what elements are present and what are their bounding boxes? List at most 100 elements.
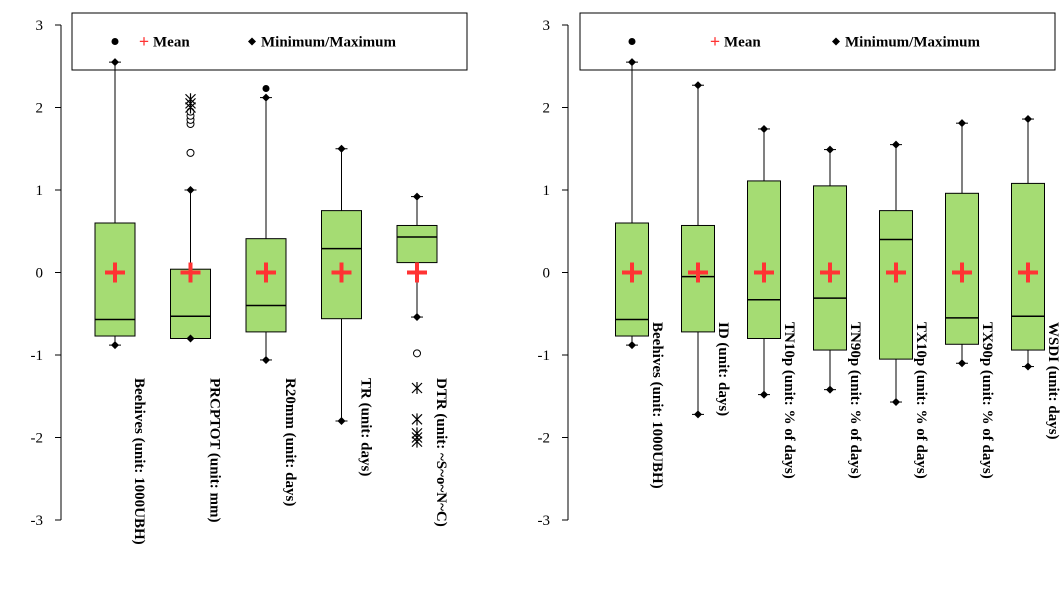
mean-marker	[180, 262, 201, 283]
minimum-marker	[760, 390, 768, 399]
legend-box	[579, 12, 1056, 71]
box-iqr	[245, 238, 287, 333]
category-label: ID (unit: days)	[715, 322, 731, 416]
box-group: TX90p (unit: % of days)	[945, 119, 995, 479]
maximum-marker	[262, 93, 270, 102]
y-tick-label: 2	[543, 101, 551, 117]
box-iqr	[879, 210, 913, 360]
box-group: TX10p (unit: % of days)	[879, 140, 929, 479]
mean-marker	[105, 262, 125, 283]
minimum-marker	[262, 355, 270, 364]
y-tick-label: -2	[538, 431, 551, 447]
outlier-point	[186, 148, 195, 157]
y-tick-label: -3	[538, 513, 551, 529]
legend-minmax-icon	[832, 37, 840, 46]
outlier-point	[411, 382, 423, 394]
outlier-point	[262, 85, 270, 93]
y-tick-label: -1	[538, 348, 551, 364]
mean-marker	[331, 262, 352, 283]
maximum-marker	[958, 119, 966, 128]
legend-mean-icon: +	[710, 32, 720, 52]
minimum-marker	[826, 385, 834, 394]
minimum-marker	[1024, 362, 1032, 371]
maximum-marker	[760, 124, 768, 133]
box-group: ID (unit: days)	[681, 81, 731, 419]
category-label: R20mm (unit: days)	[282, 378, 298, 506]
y-tick-label: -2	[31, 431, 44, 447]
category-label: DTR (unit: ~S~o~N~C)	[433, 378, 449, 527]
outlier-point	[411, 435, 423, 448]
category-label: TN10p (unit: % of days)	[781, 322, 797, 479]
category-label: TX10p (unit: % of days)	[913, 322, 929, 479]
box-group: DTR (unit: ~S~o~N~C)	[396, 192, 449, 527]
legend-mean-icon: +	[139, 32, 149, 52]
outlier-point	[628, 38, 636, 45]
mean-marker	[820, 262, 840, 283]
mean-marker	[754, 262, 774, 283]
minimum-marker	[958, 359, 966, 368]
y-tick-label: 0	[36, 266, 44, 282]
box-group: Beehives (unit: 1000UBH)	[615, 38, 665, 489]
legend-minmax-icon	[248, 37, 256, 46]
outlier-point	[185, 93, 196, 106]
category-label: TX90p (unit: % of days)	[979, 322, 995, 479]
mean-marker	[688, 262, 708, 283]
maximum-marker	[413, 192, 421, 201]
legend-minmax-label: Minimum/Maximum	[845, 35, 980, 51]
box-iqr	[813, 185, 847, 351]
legend-mean-label: Mean	[724, 35, 761, 51]
mean-marker	[1018, 262, 1038, 283]
maximum-marker	[826, 145, 834, 154]
maximum-marker	[337, 144, 346, 153]
minimum-marker	[111, 341, 119, 350]
category-label: TR (unit: days)	[358, 378, 374, 476]
y-tick-label: 2	[36, 101, 44, 117]
category-label: TN90p (unit: % of days)	[847, 322, 863, 479]
legend: + Mean Minimum/Maximum	[71, 12, 468, 71]
mean-marker	[886, 262, 906, 283]
mean-marker	[407, 262, 427, 283]
legend-mean-label: Mean	[153, 35, 190, 51]
mean-marker	[256, 262, 276, 283]
chart-panel-2: -3 -2 -1 0 1 2 3 + Mean Minimum/Maximum Beehives (…	[538, 12, 1061, 529]
y-tick-label: 0	[543, 266, 551, 282]
maximum-marker	[694, 81, 702, 90]
category-label: Beehives (unit: 1000UBH)	[131, 378, 147, 545]
mean-marker	[952, 262, 972, 283]
y-tick-label: 3	[36, 18, 44, 34]
category-label: WSDI (unit: days)	[1045, 322, 1061, 440]
box-group: TN90p (unit: % of days)	[813, 145, 863, 479]
box-group: WSDI (unit: days)	[1011, 115, 1061, 440]
minimum-marker	[694, 410, 702, 419]
box-iqr	[681, 224, 715, 333]
maximum-marker	[892, 140, 900, 149]
y-tick-label: 3	[543, 18, 551, 34]
minimum-marker	[337, 417, 346, 425]
minimum-marker	[186, 334, 195, 343]
maximum-marker	[1024, 115, 1032, 124]
box-group: TN10p (unit: % of days)	[747, 124, 797, 479]
chart-panel-1: -3 -2 -1 0 1 2 3 + Mean Minimum/Maximum Beehives (…	[31, 12, 468, 545]
box-iqr	[396, 224, 438, 264]
y-tick-label: 1	[543, 183, 551, 199]
outlier-point	[411, 413, 423, 426]
legend: + Mean Minimum/Maximum	[579, 12, 1056, 71]
y-tick-label: -3	[31, 513, 44, 529]
box-group: PRCPTOT (unit: mm)	[170, 93, 223, 522]
box-iqr	[945, 192, 979, 345]
minimum-marker	[892, 398, 900, 407]
box-group: TR (unit: days)	[321, 144, 374, 476]
category-label: PRCPTOT (unit: mm)	[207, 378, 223, 522]
maximum-marker	[628, 58, 636, 67]
outlier-point	[111, 38, 119, 45]
box-iqr	[747, 180, 781, 339]
minimum-marker	[628, 341, 636, 350]
legend-box	[71, 12, 468, 71]
legend-minmax-label: Minimum/Maximum	[261, 35, 396, 51]
box-group: Beehives (unit: 1000UBH)	[94, 38, 147, 545]
y-tick-label: -1	[31, 348, 44, 364]
minimum-marker	[413, 313, 421, 322]
mean-marker	[622, 262, 642, 283]
